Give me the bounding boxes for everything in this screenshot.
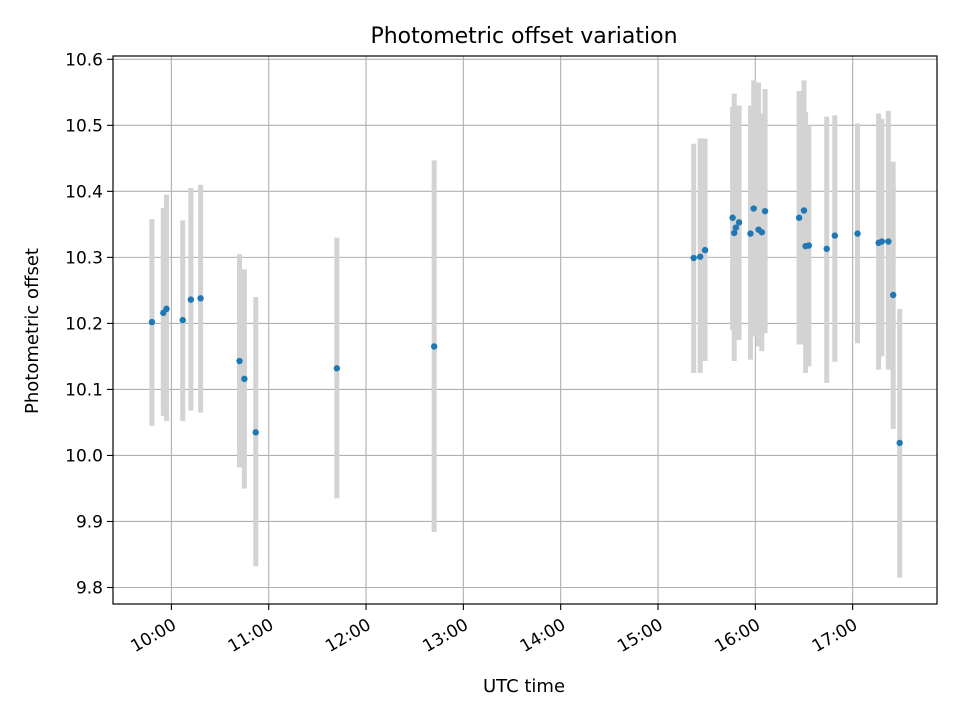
data-point	[800, 207, 808, 214]
y-tick-label: 9.9	[76, 512, 103, 532]
data-point	[252, 429, 259, 436]
data-point	[179, 316, 186, 324]
data-point	[148, 318, 156, 326]
data-point	[430, 343, 438, 350]
data-point	[197, 295, 204, 302]
data-point	[731, 229, 738, 237]
data-point	[896, 439, 903, 447]
y-tick-label: 10.4	[65, 182, 103, 202]
data-points	[148, 205, 903, 447]
plot-frame	[112, 55, 938, 605]
y-tick-label: 10.3	[65, 248, 103, 268]
data-point	[823, 245, 830, 252]
data-point	[890, 291, 897, 299]
data-point	[732, 224, 740, 231]
y-axis-ticks: 9.8 9.9 10.0 10.1 10.2 10.3 10.4 10.5 10.6	[65, 50, 113, 598]
data-point	[163, 305, 170, 313]
data-point	[831, 232, 839, 239]
data-point	[241, 375, 248, 383]
data-point	[795, 214, 803, 221]
data-point	[236, 357, 243, 365]
y-tick-label: 10.0	[65, 446, 103, 466]
y-tick-label: 10.6	[65, 50, 103, 70]
data-point	[729, 214, 736, 221]
data-point	[758, 229, 766, 236]
data-point	[333, 365, 341, 372]
data-point	[690, 254, 697, 262]
data-point	[750, 205, 757, 212]
y-tick-label: 9.8	[76, 578, 103, 598]
data-point	[885, 238, 892, 245]
x-axis-label: UTC time	[483, 676, 565, 697]
data-point	[187, 296, 195, 303]
y-axis-label: Photometric offset	[22, 248, 43, 414]
chart-title: Photometric offset variation	[370, 24, 677, 49]
y-tick-label: 10.5	[65, 116, 103, 136]
data-point	[761, 207, 769, 215]
data-point	[701, 246, 709, 254]
data-point	[696, 253, 704, 260]
data-point	[878, 238, 886, 245]
data-point	[854, 230, 861, 237]
data-point	[805, 242, 813, 249]
data-point	[747, 230, 754, 237]
y-tick-label: 10.2	[65, 314, 103, 334]
data-point	[735, 219, 743, 226]
y-tick-label: 10.1	[65, 380, 103, 400]
